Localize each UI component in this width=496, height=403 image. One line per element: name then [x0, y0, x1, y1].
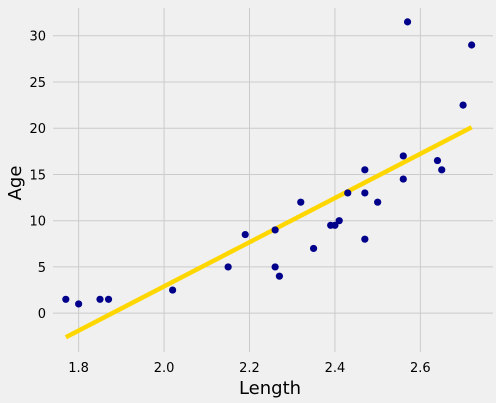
- data-point: [468, 41, 476, 49]
- data-point: [224, 263, 232, 271]
- data-point: [271, 263, 279, 271]
- data-point: [399, 175, 407, 183]
- data-point: [96, 295, 104, 303]
- data-point: [403, 18, 412, 26]
- fit-line: [64, 125, 473, 340]
- y-tick-label: 5: [38, 261, 46, 276]
- points-layer: [62, 18, 476, 308]
- data-point: [104, 295, 113, 303]
- data-point: [335, 217, 343, 225]
- x-axis-label: Length: [239, 378, 301, 399]
- y-tick-label: 20: [29, 122, 46, 137]
- grid: [53, 8, 493, 352]
- y-tick-labels: 0 5 10 15 20 25 30: [29, 30, 46, 322]
- y-axis-label: Age: [5, 166, 26, 201]
- x-tick-label: 2.2: [239, 361, 260, 376]
- data-point: [361, 235, 369, 243]
- x-tick-label: 2.4: [325, 361, 346, 376]
- data-point: [275, 272, 284, 280]
- x-tick-labels: 1.8 2.0 2.2 2.4 2.6: [68, 361, 430, 376]
- data-point: [374, 198, 382, 206]
- data-point: [433, 156, 442, 165]
- data-point: [297, 198, 305, 206]
- x-tick-label: 1.8: [68, 361, 89, 376]
- y-tick-label: 0: [38, 307, 46, 322]
- fit-line-layer: [64, 125, 473, 340]
- y-tick-label: 25: [29, 76, 46, 91]
- data-point: [399, 152, 407, 160]
- data-point: [361, 189, 369, 197]
- x-tick-label: 2.6: [410, 361, 431, 376]
- data-point: [271, 226, 279, 234]
- data-point: [361, 166, 369, 174]
- y-tick-label: 15: [29, 168, 46, 183]
- data-point: [241, 230, 249, 239]
- data-point: [459, 101, 467, 109]
- data-point: [75, 300, 83, 308]
- data-point: [169, 286, 177, 294]
- data-point: [344, 189, 352, 197]
- y-tick-label: 10: [29, 215, 46, 230]
- data-point: [62, 295, 70, 303]
- data-point: [331, 221, 339, 229]
- data-point: [438, 166, 446, 174]
- data-point: [309, 244, 318, 253]
- y-tick-label: 30: [29, 30, 46, 45]
- x-tick-label: 2.0: [154, 361, 175, 376]
